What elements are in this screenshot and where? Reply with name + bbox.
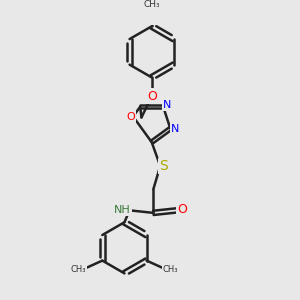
Text: S: S: [159, 159, 168, 173]
Text: O: O: [147, 90, 157, 103]
Text: N: N: [171, 124, 180, 134]
Text: CH₃: CH₃: [143, 0, 160, 9]
Text: O: O: [177, 203, 187, 216]
Text: CH₃: CH₃: [71, 265, 86, 274]
Text: O: O: [126, 112, 135, 122]
Text: NH: NH: [114, 205, 131, 215]
Text: N: N: [163, 100, 172, 110]
Text: CH₃: CH₃: [163, 265, 178, 274]
